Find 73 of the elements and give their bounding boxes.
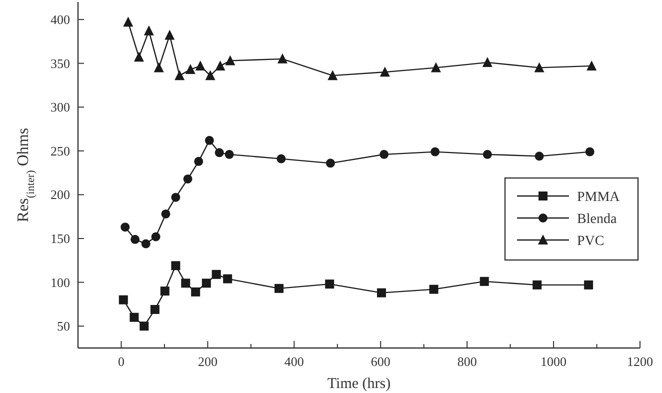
point <box>328 70 338 80</box>
point <box>194 156 204 166</box>
point <box>123 16 134 27</box>
legend-label: Blenda <box>577 212 618 227</box>
point <box>584 280 594 290</box>
point <box>195 60 206 70</box>
point <box>215 60 226 70</box>
point <box>160 286 170 296</box>
point <box>183 174 192 184</box>
point <box>430 147 440 156</box>
point <box>171 261 180 270</box>
point <box>214 148 224 158</box>
point <box>326 158 335 168</box>
point <box>482 150 492 159</box>
y-tick-label: 200 <box>50 187 70 202</box>
point <box>141 239 150 248</box>
x-tick-label: 0 <box>118 354 124 369</box>
point <box>430 62 441 72</box>
point <box>134 52 144 62</box>
x-tick-label: 400 <box>284 354 304 369</box>
point <box>277 53 288 64</box>
point <box>380 66 390 77</box>
point <box>161 209 170 218</box>
point <box>276 154 286 164</box>
x-tick-label: 600 <box>370 354 390 369</box>
legend-label: PMMA <box>577 190 621 205</box>
point <box>274 284 284 293</box>
point <box>130 312 139 322</box>
point <box>585 147 594 156</box>
y-tick-label: 350 <box>50 56 70 71</box>
point <box>482 56 492 67</box>
y-tick-label: 50 <box>57 318 70 334</box>
x-tick-label: 1200 <box>627 354 653 369</box>
point <box>380 150 389 159</box>
x-axis-title: Time (hrs) <box>327 376 391 392</box>
y-tick-label: 150 <box>50 231 70 246</box>
point <box>480 276 489 286</box>
point <box>205 70 216 80</box>
point <box>140 322 149 331</box>
point <box>225 55 236 66</box>
legend-label: PVC <box>577 234 604 249</box>
point <box>534 152 544 161</box>
y-tick-label: 100 <box>50 274 70 290</box>
x-tick-label: 1000 <box>540 354 567 369</box>
point <box>120 222 130 232</box>
point <box>223 274 232 284</box>
point <box>224 150 234 159</box>
point <box>212 270 221 279</box>
point <box>204 136 214 145</box>
point <box>376 288 386 298</box>
point <box>154 62 164 72</box>
x-tick-label: 800 <box>457 354 477 369</box>
point <box>202 278 211 288</box>
point <box>164 30 175 40</box>
point <box>171 192 180 202</box>
y-tick-label: 250 <box>50 143 70 158</box>
point <box>185 64 196 74</box>
point <box>325 280 334 289</box>
y-tick-label: 400 <box>50 12 70 28</box>
point <box>144 25 154 36</box>
point <box>151 232 160 242</box>
point <box>118 295 128 304</box>
point <box>534 62 544 72</box>
y-tick-label: 300 <box>50 100 70 115</box>
point <box>191 287 200 296</box>
point <box>150 304 160 314</box>
point <box>174 70 185 80</box>
point <box>429 284 438 294</box>
point <box>532 280 542 290</box>
point <box>181 278 190 288</box>
x-tick-label: 200 <box>198 354 218 369</box>
point <box>586 60 597 70</box>
point <box>130 234 140 244</box>
